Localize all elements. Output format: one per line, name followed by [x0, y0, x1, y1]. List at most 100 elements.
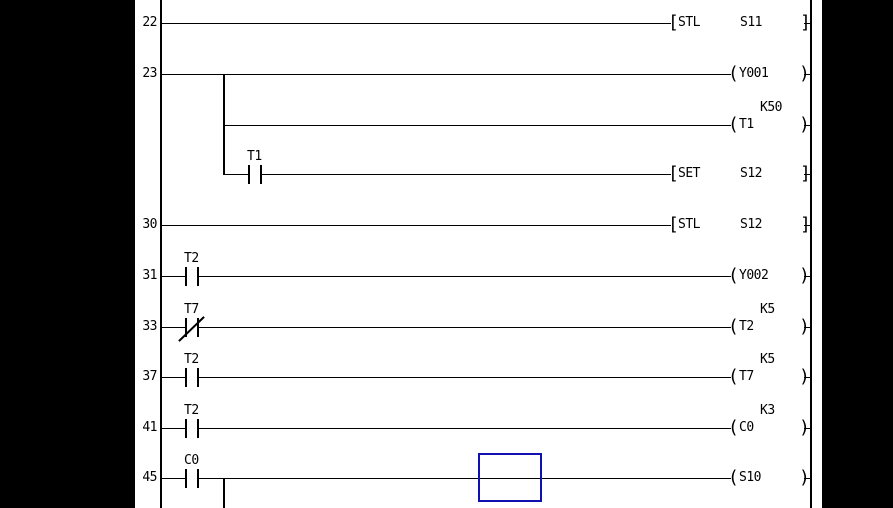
- coil-name: Y002: [739, 268, 769, 283]
- coil-close-paren: ): [799, 366, 810, 387]
- step-number: 30: [142, 217, 157, 232]
- contact-bar-right: [197, 318, 199, 337]
- device-label: T2: [184, 403, 199, 418]
- coil-open-paren: (: [728, 316, 739, 337]
- contact-bar-left: [185, 318, 187, 337]
- device-label: T1: [247, 149, 262, 164]
- instruction-op: STL: [678, 15, 700, 30]
- right-power-rail: [810, 0, 812, 508]
- rung-wire: [199, 428, 731, 429]
- coil-rail-stub: [804, 125, 811, 126]
- coil-T2[interactable]: (T2): [728, 317, 810, 337]
- no-contact-T2[interactable]: [183, 418, 201, 439]
- coil-rail-stub: [804, 377, 811, 378]
- rung-wire: [199, 478, 731, 479]
- coil-close-paren: ): [799, 467, 810, 488]
- coil-name: T7: [739, 369, 754, 384]
- contact-bar-right: [197, 469, 199, 488]
- ladder-canvas[interactable]: [135, 0, 822, 508]
- coil-name: Y001: [739, 66, 769, 81]
- step-number: 41: [142, 420, 157, 435]
- coil-rail-stub: [804, 327, 811, 328]
- coil-open-paren: (: [728, 366, 739, 387]
- rung-wire: [199, 276, 731, 277]
- rung-wire: [160, 23, 671, 24]
- rung-wire: [199, 377, 731, 378]
- rung-wire: [160, 377, 185, 378]
- rung-wire: [160, 327, 185, 328]
- instruction-SET-S12[interactable]: [SET S12]: [668, 163, 811, 184]
- contact-bar-left: [185, 267, 187, 286]
- rung-wire: [199, 327, 731, 328]
- rung-wire: [160, 225, 671, 226]
- branch-wire: [223, 478, 225, 508]
- coil-open-paren: (: [728, 417, 739, 438]
- step-number: 31: [142, 268, 157, 283]
- step-number: 22: [142, 15, 157, 30]
- contact-bar-right: [197, 419, 199, 438]
- coil-name: T1: [739, 117, 754, 132]
- rung-wire: [160, 276, 185, 277]
- contact-bar-left: [185, 419, 187, 438]
- instruction-op: STL: [678, 217, 700, 232]
- contact-bar-left: [185, 368, 187, 387]
- contact-bar-left: [185, 469, 187, 488]
- coil-S10[interactable]: (S10): [728, 468, 810, 488]
- contact-bar-right: [197, 368, 199, 387]
- coil-rail-stub: [804, 478, 811, 479]
- left-power-rail: [160, 0, 162, 508]
- instruction-operand: S12: [740, 217, 762, 232]
- rung-wire: [223, 174, 248, 175]
- instruction-operand: S12: [740, 166, 762, 181]
- step-number: 45: [142, 470, 157, 485]
- rung-wire: [160, 74, 731, 75]
- step-number: 33: [142, 319, 157, 334]
- coil-open-paren: (: [728, 265, 739, 286]
- contact-bar-left: [248, 165, 250, 184]
- rung-wire: [160, 478, 185, 479]
- coil-Y002[interactable]: (Y002): [728, 266, 810, 286]
- edit-cursor[interactable]: [478, 453, 542, 502]
- step-number: 23: [142, 66, 157, 81]
- instruction-close-bracket: ]: [800, 12, 811, 33]
- device-label: T2: [184, 352, 199, 367]
- coil-close-paren: ): [799, 417, 810, 438]
- coil-rail-stub: [804, 74, 811, 75]
- instruction-rail-stub: [804, 23, 811, 24]
- coil-open-paren: (: [728, 63, 739, 84]
- no-contact-C0[interactable]: [183, 468, 201, 489]
- no-contact-T2[interactable]: [183, 367, 201, 388]
- instruction-rail-stub: [804, 225, 811, 226]
- instruction-open-bracket: [: [668, 12, 679, 33]
- rung-wire: [160, 428, 185, 429]
- coil-T1[interactable]: (T1): [728, 115, 810, 135]
- constant-label: K5: [760, 302, 775, 317]
- instruction-close-bracket: ]: [800, 214, 811, 235]
- nc-contact-T7[interactable]: [178, 316, 205, 342]
- coil-name: S10: [739, 470, 761, 485]
- coil-name: C0: [739, 420, 754, 435]
- instruction-operand: S11: [740, 15, 762, 30]
- rung-wire: [223, 125, 731, 126]
- step-number: 37: [142, 369, 157, 384]
- instruction-close-bracket: ]: [800, 163, 811, 184]
- instruction-open-bracket: [: [668, 214, 679, 235]
- branch-wire: [223, 74, 225, 174]
- coil-open-paren: (: [728, 114, 739, 135]
- coil-C0[interactable]: (C0): [728, 418, 810, 438]
- coil-T7[interactable]: (T7): [728, 367, 810, 387]
- no-contact-T1[interactable]: [246, 164, 264, 185]
- nc-slash: [178, 316, 205, 342]
- instruction-op: SET: [678, 166, 700, 181]
- coil-close-paren: ): [799, 114, 810, 135]
- coil-rail-stub: [804, 276, 811, 277]
- coil-Y001[interactable]: (Y001): [728, 64, 810, 84]
- instruction-STL-S12[interactable]: [STL S12]: [668, 214, 811, 235]
- constant-label: K50: [760, 100, 782, 115]
- device-label: T7: [184, 302, 199, 317]
- no-contact-T2[interactable]: [183, 266, 201, 287]
- instruction-STL-S11[interactable]: [STL S11]: [668, 12, 811, 33]
- coil-rail-stub: [804, 428, 811, 429]
- coil-close-paren: ): [799, 316, 810, 337]
